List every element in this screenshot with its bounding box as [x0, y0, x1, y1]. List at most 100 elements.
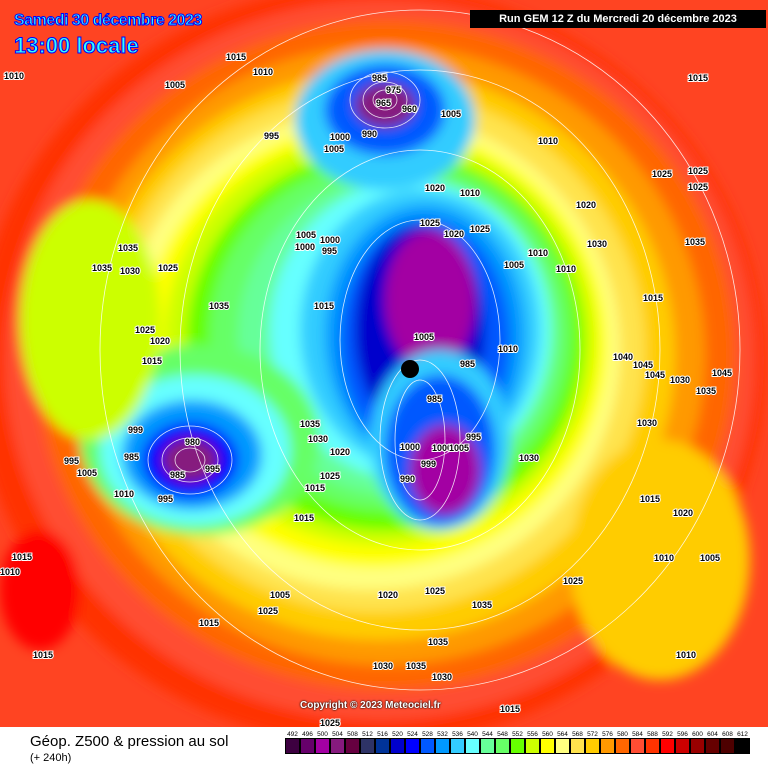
- pressure-label: 1000: [432, 443, 452, 453]
- pressure-label: 1015: [226, 52, 246, 62]
- pressure-label: 985: [460, 359, 475, 369]
- pressure-label: 1015: [640, 494, 660, 504]
- pressure-label: 1010: [528, 248, 548, 258]
- pressure-label: 985: [372, 73, 387, 83]
- legend-swatch: [360, 738, 375, 754]
- legend-label: 596: [677, 731, 688, 738]
- pressure-label: 1015: [500, 704, 520, 714]
- legend-swatch: [660, 738, 675, 754]
- weather-map: 1010101510101005995985975965960990100010…: [0, 0, 768, 727]
- legend-label: 508: [347, 731, 358, 738]
- pressure-label: 1010: [114, 489, 134, 499]
- legend-label: 540: [467, 731, 478, 738]
- forecast-date: Samedi 30 décembre 2023: [14, 12, 203, 30]
- pressure-label: 1025: [652, 169, 672, 179]
- legend-swatch: [585, 738, 600, 754]
- pressure-label: 1045: [633, 360, 653, 370]
- run-info: Run GEM 12 Z du Mercredi 20 décembre 202…: [470, 10, 766, 28]
- pressure-label: 1020: [444, 229, 464, 239]
- height-band: [355, 83, 415, 127]
- legend-swatch: [690, 738, 705, 754]
- pressure-label: 1025: [258, 606, 278, 616]
- pressure-label: 1005: [441, 109, 461, 119]
- pressure-label: 1030: [670, 375, 690, 385]
- geopotential-field: [0, 0, 765, 727]
- legend-swatch: [705, 738, 720, 754]
- pressure-label: 1035: [406, 661, 426, 671]
- legend-label: 564: [557, 731, 568, 738]
- legend-label: 532: [437, 731, 448, 738]
- pressure-label: 1010: [498, 344, 518, 354]
- height-band: [410, 425, 480, 515]
- color-legend: 492 496 500 504 508 512 516 520 524 528 532 536 540 5…: [285, 731, 750, 754]
- product-title: Géop. Z500 & pression au sol: [30, 733, 229, 750]
- legend-swatch: [405, 738, 420, 754]
- legend-swatch: [720, 738, 735, 754]
- pressure-label: 1025: [320, 471, 340, 481]
- pressure-label: 1010: [676, 650, 696, 660]
- pressure-label: 1005: [324, 144, 344, 154]
- pressure-label: 1030: [637, 418, 657, 428]
- legend-swatch: [390, 738, 405, 754]
- pressure-label: 1015: [314, 301, 334, 311]
- pressure-label: 1010: [654, 553, 674, 563]
- legend-swatch: [555, 738, 570, 754]
- legend-swatch: [435, 738, 450, 754]
- legend-swatch: [345, 738, 360, 754]
- pressure-label: 1005: [165, 80, 185, 90]
- pressure-label: 1020: [425, 183, 445, 193]
- pressure-label: 995: [205, 464, 220, 474]
- pressure-label: 1025: [470, 224, 490, 234]
- legend-label: 576: [602, 731, 613, 738]
- pressure-label: 1000: [295, 242, 315, 252]
- pressure-label: 1025: [425, 586, 445, 596]
- pressure-label: 1035: [685, 237, 705, 247]
- height-band: [20, 200, 160, 440]
- isobar: [99, 9, 741, 691]
- legend-swatch: [510, 738, 525, 754]
- pressure-label: 1035: [118, 243, 138, 253]
- legend-label: 568: [572, 731, 583, 738]
- pressure-label: 1010: [538, 136, 558, 146]
- pressure-label: 985: [427, 394, 442, 404]
- pressure-label: 1025: [563, 576, 583, 586]
- pressure-label: 1020: [378, 590, 398, 600]
- pressure-label: 1030: [308, 434, 328, 444]
- pressure-label: 1025: [420, 218, 440, 228]
- pressure-label: 1015: [199, 618, 219, 628]
- pressure-label: 1035: [428, 637, 448, 647]
- pressure-label: 1030: [519, 453, 539, 463]
- pressure-label: 980: [185, 437, 200, 447]
- pressure-label: 995: [158, 494, 173, 504]
- height-band: [162, 438, 218, 482]
- isobar: [349, 71, 421, 129]
- pressure-label: 990: [362, 129, 377, 139]
- isobar: [394, 379, 446, 501]
- pressure-label: 995: [264, 131, 279, 141]
- legend-label: 560: [542, 731, 553, 738]
- pressure-label: 1025: [135, 325, 155, 335]
- pressure-label: 1030: [373, 661, 393, 671]
- isobar: [179, 69, 661, 631]
- legend-label: 600: [692, 731, 703, 738]
- pressure-label: 995: [322, 246, 337, 256]
- height-band: [385, 230, 475, 370]
- pressure-label: 1000: [320, 235, 340, 245]
- legend-swatch: [495, 738, 510, 754]
- legend-label: 552: [512, 731, 523, 738]
- legend-label: 584: [632, 731, 643, 738]
- legend-swatch: [675, 738, 690, 754]
- pressure-label: 1000: [400, 442, 420, 452]
- forecast-step: (+ 240h): [30, 752, 72, 764]
- pressure-label: 1020: [150, 336, 170, 346]
- pressure-label: 1000: [330, 132, 350, 142]
- pressure-label: 1035: [209, 301, 229, 311]
- pressure-label: 1025: [158, 263, 178, 273]
- pressure-label: 1005: [700, 553, 720, 563]
- legend-label: 544: [482, 731, 493, 738]
- legend-label: 516: [377, 731, 388, 738]
- legend-swatch: [645, 738, 660, 754]
- footer: Géop. Z500 & pression au sol (+ 240h) 49…: [0, 727, 768, 768]
- legend-label: 496: [302, 731, 313, 738]
- pressure-label: 1030: [587, 239, 607, 249]
